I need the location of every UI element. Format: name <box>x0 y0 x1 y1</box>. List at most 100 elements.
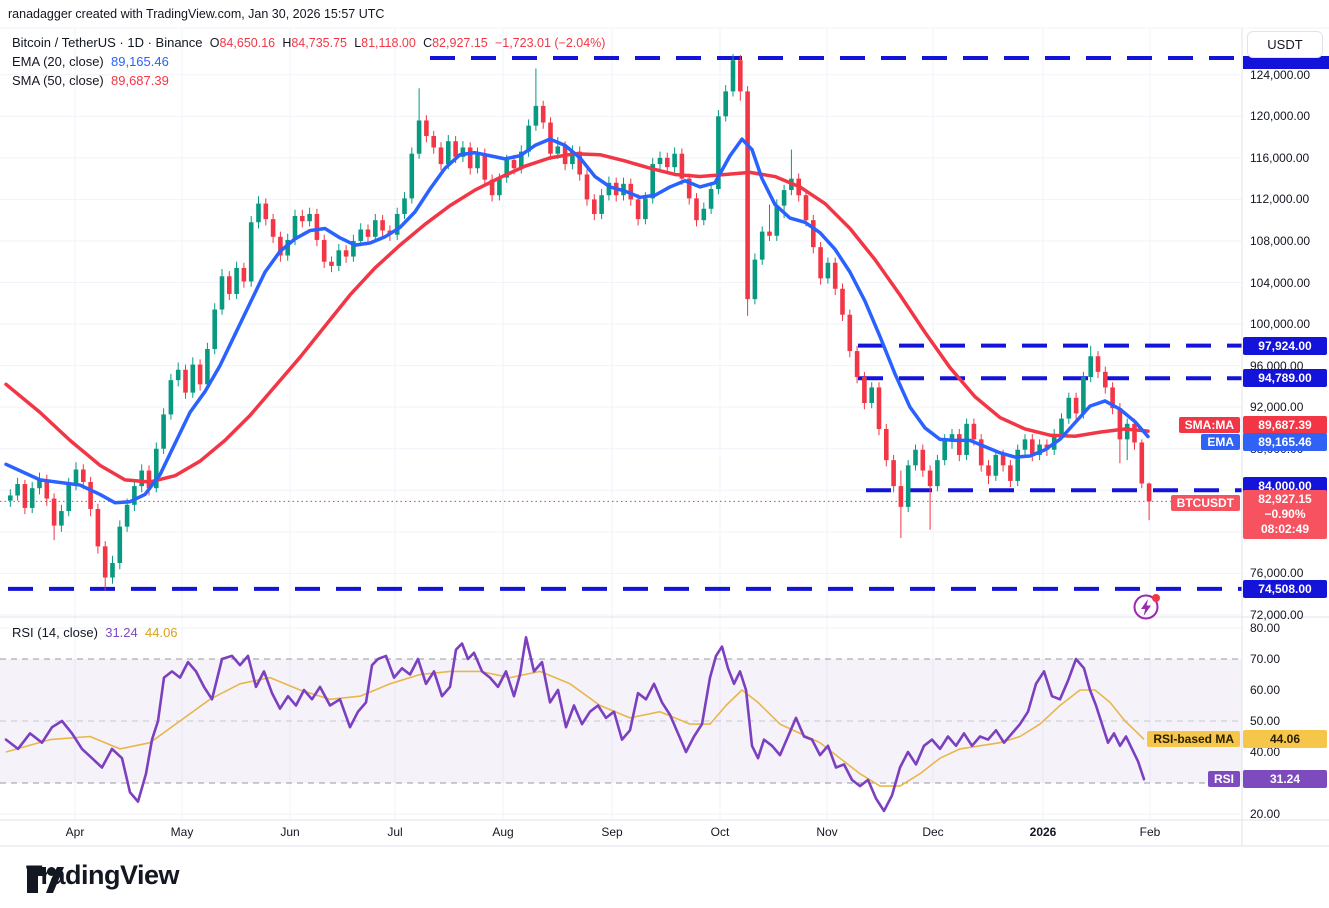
candle-up <box>117 526 123 563</box>
time-axis-label: Aug <box>492 825 514 839</box>
candle-up <box>942 439 947 461</box>
candle-up <box>1124 423 1130 440</box>
candle-up <box>205 348 210 385</box>
candle-down <box>898 486 904 507</box>
candle-up <box>1022 439 1028 450</box>
candle-down <box>44 479 50 499</box>
rsi-tick-label: 40.00 <box>1250 745 1281 759</box>
candle-down <box>1139 442 1145 484</box>
candle-down <box>81 469 86 482</box>
candle-up <box>606 182 612 196</box>
candle-up <box>110 562 115 578</box>
ema-name: EMA (20, close) <box>12 54 104 69</box>
level-price-label: 97,924.00 <box>1243 336 1327 355</box>
candle-down <box>986 465 991 476</box>
candle-down <box>1030 439 1035 455</box>
candle-up <box>161 414 166 449</box>
candle-down <box>854 351 860 378</box>
candle-up <box>650 164 655 199</box>
usdt-currency-button[interactable]: USDT <box>1247 31 1323 58</box>
candle-down <box>88 481 93 509</box>
time-axis-label: 2026 <box>1029 825 1057 839</box>
candle-up <box>394 213 400 235</box>
candle-up <box>29 488 35 508</box>
candle-down <box>971 423 977 440</box>
ema-legend-row[interactable]: EMA (20, close) 89,165.46 <box>12 53 605 71</box>
open-label: O <box>209 36 220 50</box>
high-label: H <box>282 36 292 50</box>
time-axis-label: Sep <box>601 825 623 839</box>
rsi_ma-axis-value: 44.06 <box>1243 730 1327 749</box>
candle-down <box>270 219 276 237</box>
candle-down <box>314 213 320 240</box>
rsi_ma-axis-tag: RSI-based MA <box>1147 731 1240 748</box>
price-tick-label: 72,000.00 <box>1250 607 1304 622</box>
price-tick-label: 76,000.00 <box>1250 566 1304 581</box>
candle-down <box>803 195 809 221</box>
candle-up <box>402 198 407 214</box>
candle-down <box>679 153 685 179</box>
change-value: −1,723.01 (−2.04%) <box>494 36 606 50</box>
candle-up <box>336 250 342 266</box>
candle-down <box>467 147 473 169</box>
candle-down <box>686 178 692 199</box>
current-price-box: 82,927.15 −0.90% 08:02:49 <box>1243 490 1327 540</box>
candle-down <box>592 199 597 214</box>
rsi-line <box>4 636 1146 813</box>
candle-up <box>285 239 290 256</box>
open-value: 84,650.16 <box>219 36 276 50</box>
symbol-legend-row[interactable]: Bitcoin / TetherUS · 1D · Binance O84,65… <box>12 34 605 52</box>
ema-value: 89,165.46 <box>111 54 169 69</box>
price-tick-label: 124,000.00 <box>1250 67 1311 82</box>
candle-down <box>380 220 385 231</box>
candle-up <box>781 190 787 206</box>
candle-up <box>409 153 415 199</box>
flash-icon[interactable] <box>1131 590 1165 624</box>
price-tick-label: 112,000.00 <box>1250 192 1310 207</box>
candle-up <box>460 147 466 157</box>
tradingview-logo[interactable]: TradingView <box>26 860 180 893</box>
candle-up <box>292 216 298 240</box>
candle-down <box>832 262 838 289</box>
candle-down <box>665 157 670 168</box>
time-axis-label: Jul <box>387 825 403 839</box>
rsi-name: RSI (14, close) <box>12 625 98 640</box>
candle-down <box>51 498 57 526</box>
candle-up <box>168 380 174 415</box>
price-tick-label: 120,000.00 <box>1250 109 1311 124</box>
candle-up <box>307 213 312 222</box>
candle-up <box>497 177 502 196</box>
candle-down <box>300 216 305 222</box>
candle-up <box>256 203 261 223</box>
candle-down <box>227 276 232 294</box>
time-axis-label: Feb <box>1139 825 1161 839</box>
rsi-legend-row[interactable]: RSI (14, close) 31.24 44.06 <box>12 625 178 640</box>
candle-down <box>146 470 152 489</box>
candle-up <box>1059 418 1064 435</box>
hidden-level-label <box>1243 56 1329 69</box>
candle-up <box>825 262 831 279</box>
candle-down <box>767 231 772 236</box>
candle-down <box>745 91 750 300</box>
candle-down <box>884 428 889 461</box>
close-value: 82,927.15 <box>432 36 488 50</box>
candle-down <box>263 203 269 220</box>
tradingview-logo-mark <box>27 867 64 893</box>
symbol-title: Bitcoin / TetherUS · 1D · Binance <box>12 35 203 50</box>
sma-legend-row[interactable]: SMA (50, close) 89,687.39 <box>12 72 605 90</box>
candle-up <box>869 387 874 404</box>
price-tick-label: 100,000.00 <box>1250 317 1311 332</box>
rsi-ma-value: 44.06 <box>145 625 178 640</box>
candle-up <box>533 105 539 126</box>
candle-down <box>102 546 108 578</box>
rsi-tick-label: 50.00 <box>1250 714 1281 728</box>
candle-down <box>978 439 984 466</box>
candle-up <box>73 469 79 485</box>
candle-down <box>818 247 823 279</box>
candle-down <box>920 449 926 471</box>
candle-down <box>438 147 444 165</box>
candle-down <box>957 434 962 455</box>
price-tick-label: 116,000.00 <box>1250 150 1310 165</box>
candle-up <box>723 91 728 117</box>
